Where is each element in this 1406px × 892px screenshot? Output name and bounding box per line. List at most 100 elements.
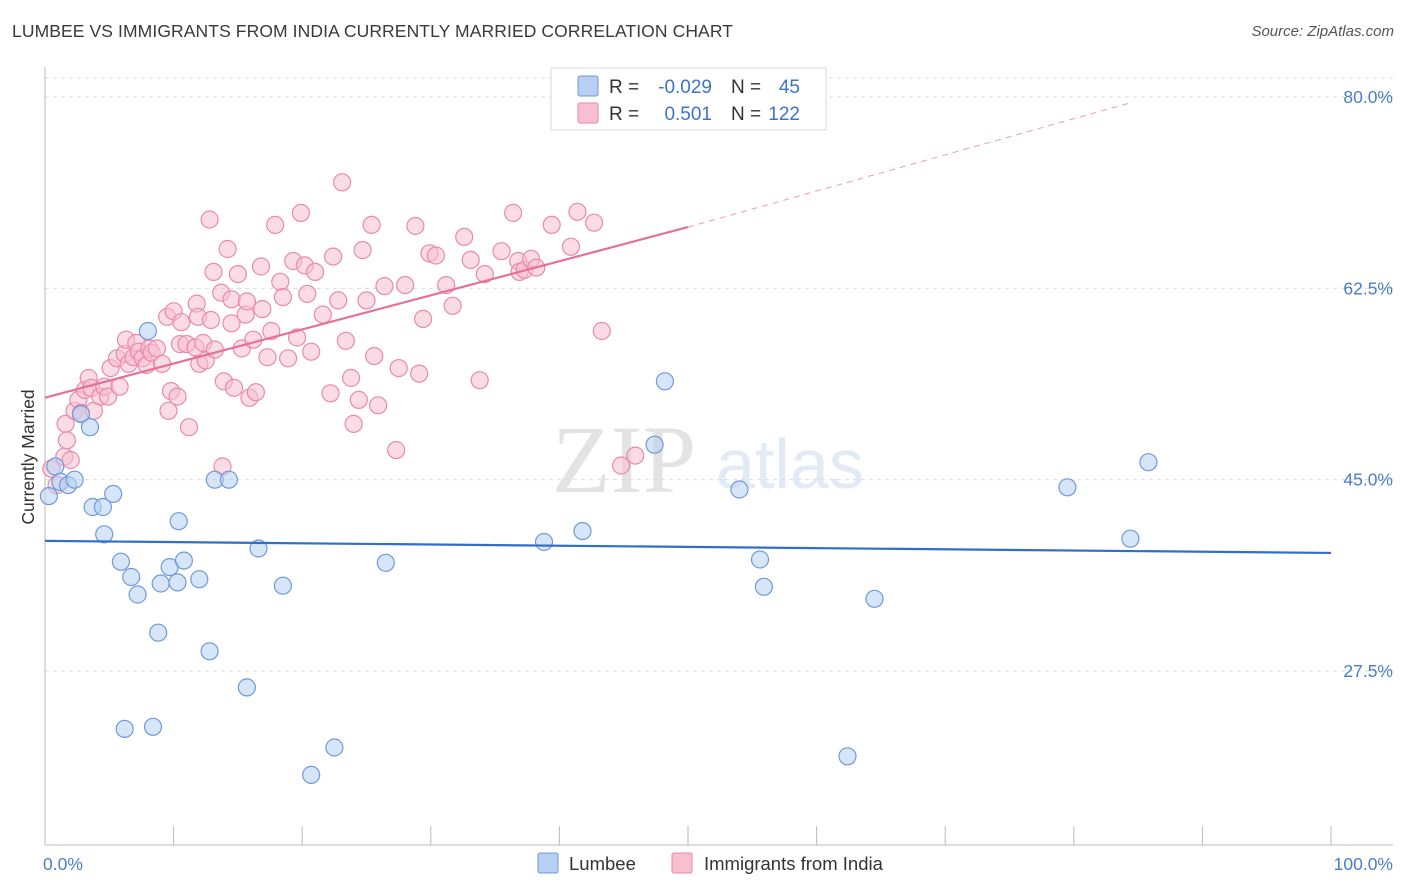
india-point: [159, 401, 178, 420]
source-label: Source: ZipAtlas.com: [1251, 23, 1394, 40]
bottom-legend-label-india: Immigrants from India: [704, 853, 884, 874]
x-tick-label-max: 100.0%: [1334, 854, 1393, 874]
chart-title: LUMBEE VS IMMIGRANTS FROM INDIA CURRENTL…: [12, 21, 734, 41]
lumbee-point: [838, 747, 857, 766]
y-tick-label: 80.0%: [1343, 87, 1393, 107]
lumbee-point: [138, 321, 157, 341]
lumbee-point: [190, 570, 209, 589]
legend-n-value-lumbee: 45: [779, 77, 800, 98]
lumbee-point: [302, 765, 321, 785]
india-point: [246, 383, 265, 402]
series-india-points: [42, 173, 645, 495]
india-point: [201, 310, 220, 330]
india-point: [611, 456, 631, 475]
lumbee-point: [534, 532, 554, 552]
india-point: [461, 250, 480, 269]
lumbee-point: [730, 480, 749, 499]
india-point: [306, 262, 325, 281]
india-point: [224, 378, 244, 397]
india-point: [152, 354, 172, 373]
lumbee-point: [1139, 453, 1158, 472]
lumbee-point: [376, 553, 395, 572]
india-point: [568, 202, 587, 221]
india-point: [357, 291, 376, 310]
lumbee-point: [750, 550, 770, 569]
y-tick-labels: 27.5% 45.0% 62.5% 80.0%: [1343, 87, 1393, 681]
india-point: [222, 290, 241, 309]
lumbee-point: [174, 551, 193, 570]
lumbee-point: [71, 405, 91, 424]
trendlines: [44, 101, 1332, 555]
lumbee-point: [200, 642, 219, 661]
india-point: [253, 300, 272, 319]
lumbee-point: [39, 487, 59, 506]
india-point: [443, 296, 462, 315]
lumbee-point: [754, 577, 774, 596]
lumbee-point: [237, 678, 256, 697]
legend-n-value-india: 122: [768, 104, 800, 125]
india-point: [414, 309, 433, 328]
india-point: [365, 347, 384, 366]
india-point: [168, 387, 187, 406]
india-point: [561, 237, 581, 256]
lumbee-point: [143, 717, 163, 736]
lumbee-point: [1121, 529, 1140, 548]
india-point: [353, 241, 372, 260]
legend-n-label-india: N =: [731, 104, 761, 125]
lumbee-point: [865, 589, 884, 608]
india-point: [288, 328, 307, 347]
india-point: [333, 173, 352, 192]
legend-r-value-lumbee: -0.029: [658, 77, 712, 98]
top-legend: R = -0.029 N = 45 R = 0.501 N = 122: [550, 67, 827, 131]
india-point: [492, 242, 511, 261]
india-point: [584, 213, 604, 232]
india-point: [291, 203, 310, 222]
india-point: [273, 288, 292, 307]
india-point: [302, 342, 321, 361]
india-point: [321, 384, 340, 403]
india-point: [389, 359, 408, 378]
india-point: [228, 265, 247, 284]
gridlines: [45, 77, 1393, 672]
y-tick-label: 62.5%: [1343, 278, 1393, 298]
india-point: [342, 368, 361, 388]
lumbee-point: [65, 470, 84, 489]
india-point: [98, 387, 118, 406]
india-point: [362, 215, 381, 234]
lumbee-point: [104, 484, 123, 503]
india-point: [369, 396, 388, 415]
india-point: [475, 265, 494, 284]
india-point: [298, 284, 317, 303]
india-point: [349, 390, 368, 409]
india-point: [313, 305, 332, 324]
bottom-legend-swatch-india: [671, 852, 693, 874]
india-point: [396, 276, 415, 295]
x-tick-label-min: 0.0%: [43, 854, 83, 874]
bottom-legend-swatch-lumbee: [537, 852, 559, 874]
india-point: [172, 313, 191, 332]
lumbee-point: [645, 435, 664, 454]
india-point: [57, 431, 77, 450]
india-point: [503, 203, 523, 222]
lumbee-point: [149, 623, 168, 642]
x-ticks: [44, 826, 1332, 845]
india-point: [205, 340, 224, 359]
india-point: [271, 272, 290, 291]
axes: [44, 67, 1393, 846]
lumbee-point: [573, 521, 592, 541]
india-point: [344, 414, 363, 433]
india-point: [626, 446, 645, 465]
lumbee-point: [219, 470, 238, 489]
india-point: [406, 216, 425, 236]
india-point: [110, 377, 129, 396]
india-point: [218, 239, 237, 259]
india-point: [61, 450, 80, 470]
india-point: [262, 321, 281, 341]
lumbee-trendline: [44, 539, 1332, 555]
india-point: [329, 291, 348, 310]
lumbee-point: [273, 576, 292, 595]
bottom-legend-label-lumbee: Lumbee: [569, 853, 636, 874]
y-tick-label: 27.5%: [1343, 661, 1393, 681]
india-point: [258, 348, 277, 367]
